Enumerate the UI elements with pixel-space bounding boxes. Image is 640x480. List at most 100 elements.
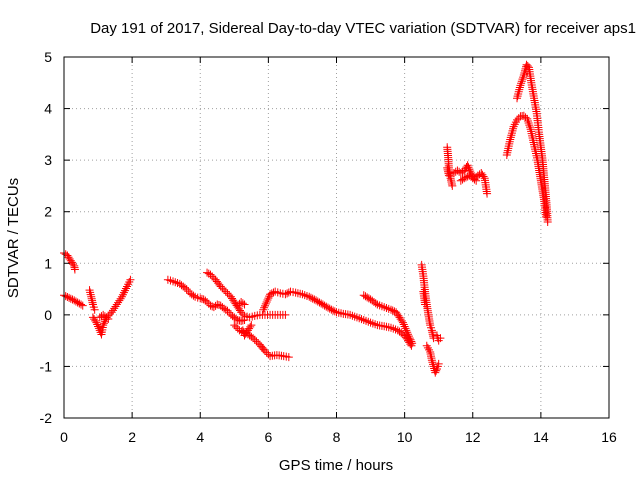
data-point (371, 320, 380, 329)
data-point (513, 94, 522, 103)
data-point (436, 334, 445, 343)
data-point (363, 293, 372, 302)
data-point (68, 295, 77, 304)
data-point (70, 265, 79, 274)
data-point (119, 288, 128, 297)
data-point (524, 119, 533, 128)
data-point (69, 260, 78, 269)
x-tick-label: 14 (533, 429, 549, 445)
data-point (525, 121, 534, 130)
data-point (322, 302, 331, 311)
data-point (514, 87, 523, 96)
data-point (233, 301, 242, 310)
data-point (317, 299, 326, 308)
data-point (252, 337, 261, 346)
x-tick-label: 10 (397, 429, 413, 445)
data-point (120, 286, 129, 295)
data-point (346, 310, 355, 319)
data-point (226, 292, 235, 301)
data-point (355, 314, 364, 323)
data-point (102, 313, 111, 322)
data-point (523, 62, 532, 71)
y-tick-label: 2 (44, 204, 52, 220)
data-point (434, 359, 443, 368)
data-point (387, 305, 395, 314)
data-point (308, 294, 317, 303)
data-point (65, 293, 74, 302)
data-point (398, 318, 407, 327)
data-point (246, 322, 255, 331)
data-point (357, 315, 366, 324)
data-point (371, 299, 380, 308)
data-point (121, 284, 130, 293)
data-point (543, 218, 552, 227)
data-point (523, 116, 532, 125)
data-point (507, 131, 516, 140)
data-point (203, 268, 212, 277)
data-point (312, 296, 321, 305)
data-point (263, 296, 272, 305)
data-point (515, 85, 524, 94)
data-point (230, 321, 239, 330)
data-point (479, 172, 488, 181)
data-point (247, 321, 256, 330)
data-point (283, 289, 292, 298)
data-point (197, 294, 206, 303)
data-point (261, 299, 270, 308)
data-point (75, 299, 84, 308)
data-point (515, 83, 524, 92)
data-point (394, 311, 403, 320)
data-point (507, 129, 516, 138)
data-point (233, 316, 242, 325)
data-point (260, 346, 269, 355)
data-point (366, 318, 375, 327)
data-point (218, 284, 227, 293)
data-point (518, 75, 527, 84)
data-point (216, 282, 225, 291)
data-point (223, 289, 232, 298)
data-point (400, 322, 409, 331)
data-point (266, 290, 275, 299)
data-point (206, 270, 215, 279)
data-point (472, 176, 481, 185)
data-point (325, 304, 334, 313)
data-point (408, 339, 417, 348)
data-point (380, 303, 389, 312)
data-point (203, 297, 212, 306)
data-point (305, 292, 314, 301)
data-point (406, 335, 415, 344)
data-point (348, 311, 357, 320)
data-point (66, 294, 75, 303)
data-point (173, 279, 182, 288)
data-point (238, 310, 247, 319)
x-tick-label: 6 (264, 429, 272, 445)
data-point (99, 321, 108, 330)
x-tick-label: 0 (60, 429, 68, 445)
data-point (262, 297, 271, 306)
data-point (364, 317, 373, 326)
data-point (65, 254, 74, 263)
data-point (182, 285, 191, 294)
data-point (320, 301, 329, 310)
data-point (470, 175, 479, 184)
x-tick-label: 8 (333, 429, 341, 445)
y-axis-label: SDTVAR / TECUs (5, 178, 22, 298)
data-point (77, 300, 86, 309)
data-point (448, 181, 457, 190)
data-point (184, 287, 193, 296)
data-point (306, 293, 315, 302)
data-point (463, 161, 472, 170)
data-point (117, 292, 126, 301)
data-point (260, 303, 269, 312)
data-point (516, 81, 525, 90)
data-point (362, 316, 371, 325)
data-point (431, 368, 440, 377)
data-point (126, 275, 135, 284)
data-point (327, 305, 336, 314)
data-point (196, 294, 205, 303)
data-point (264, 294, 273, 303)
y-tick-label: -1 (40, 358, 53, 374)
data-point (337, 309, 346, 318)
x-tick-label: 16 (601, 429, 617, 445)
